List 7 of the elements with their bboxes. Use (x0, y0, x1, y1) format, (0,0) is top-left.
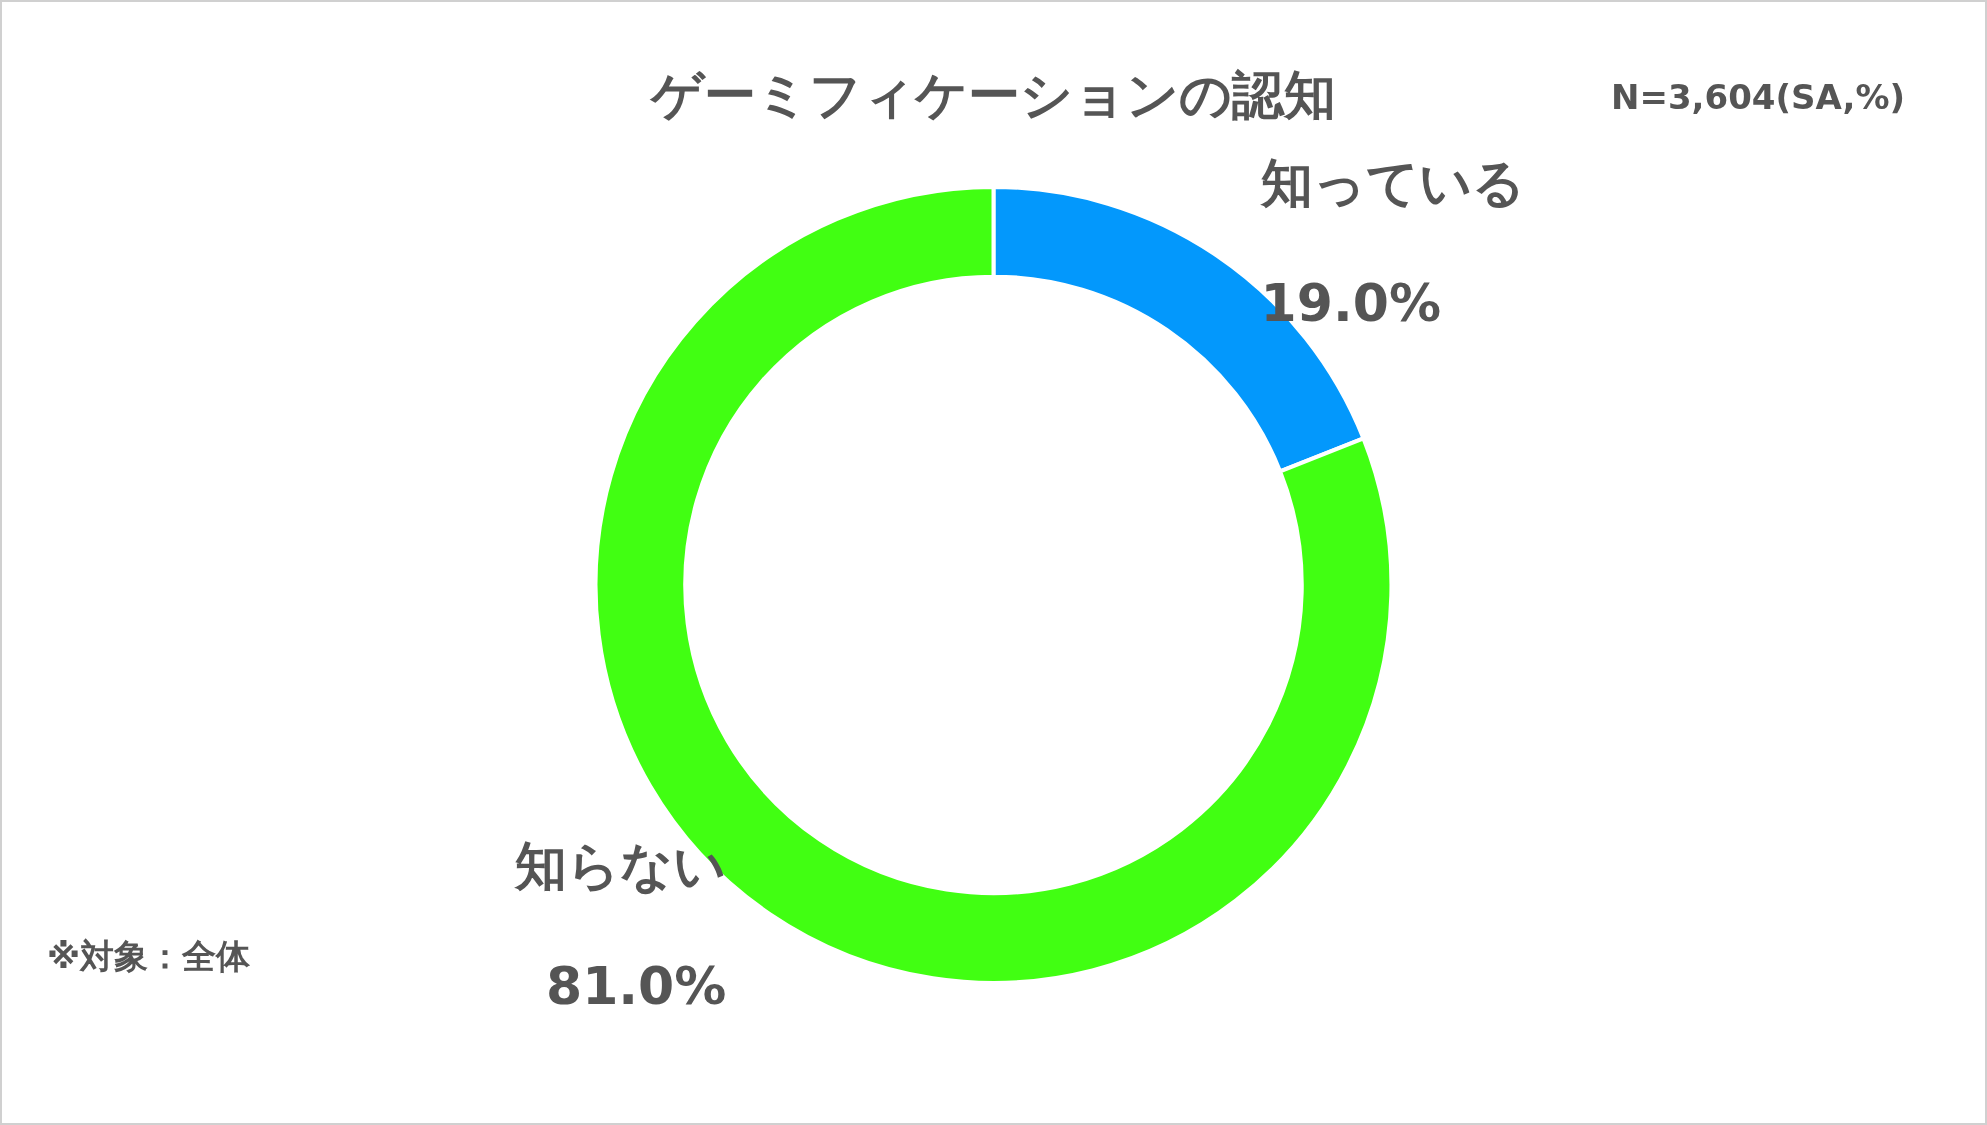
slice-label: 知らない (514, 836, 727, 897)
text: N=3,604(SA,%) (1611, 77, 1905, 117)
data-label: 19.0% (1260, 273, 1442, 334)
data-label: 81.0% (545, 956, 727, 1017)
slice-label: 知っている (1259, 153, 1525, 214)
text: ※対象：全体 (47, 936, 252, 976)
chart-title: ゲーミフィケーションの認知 (649, 65, 1336, 125)
